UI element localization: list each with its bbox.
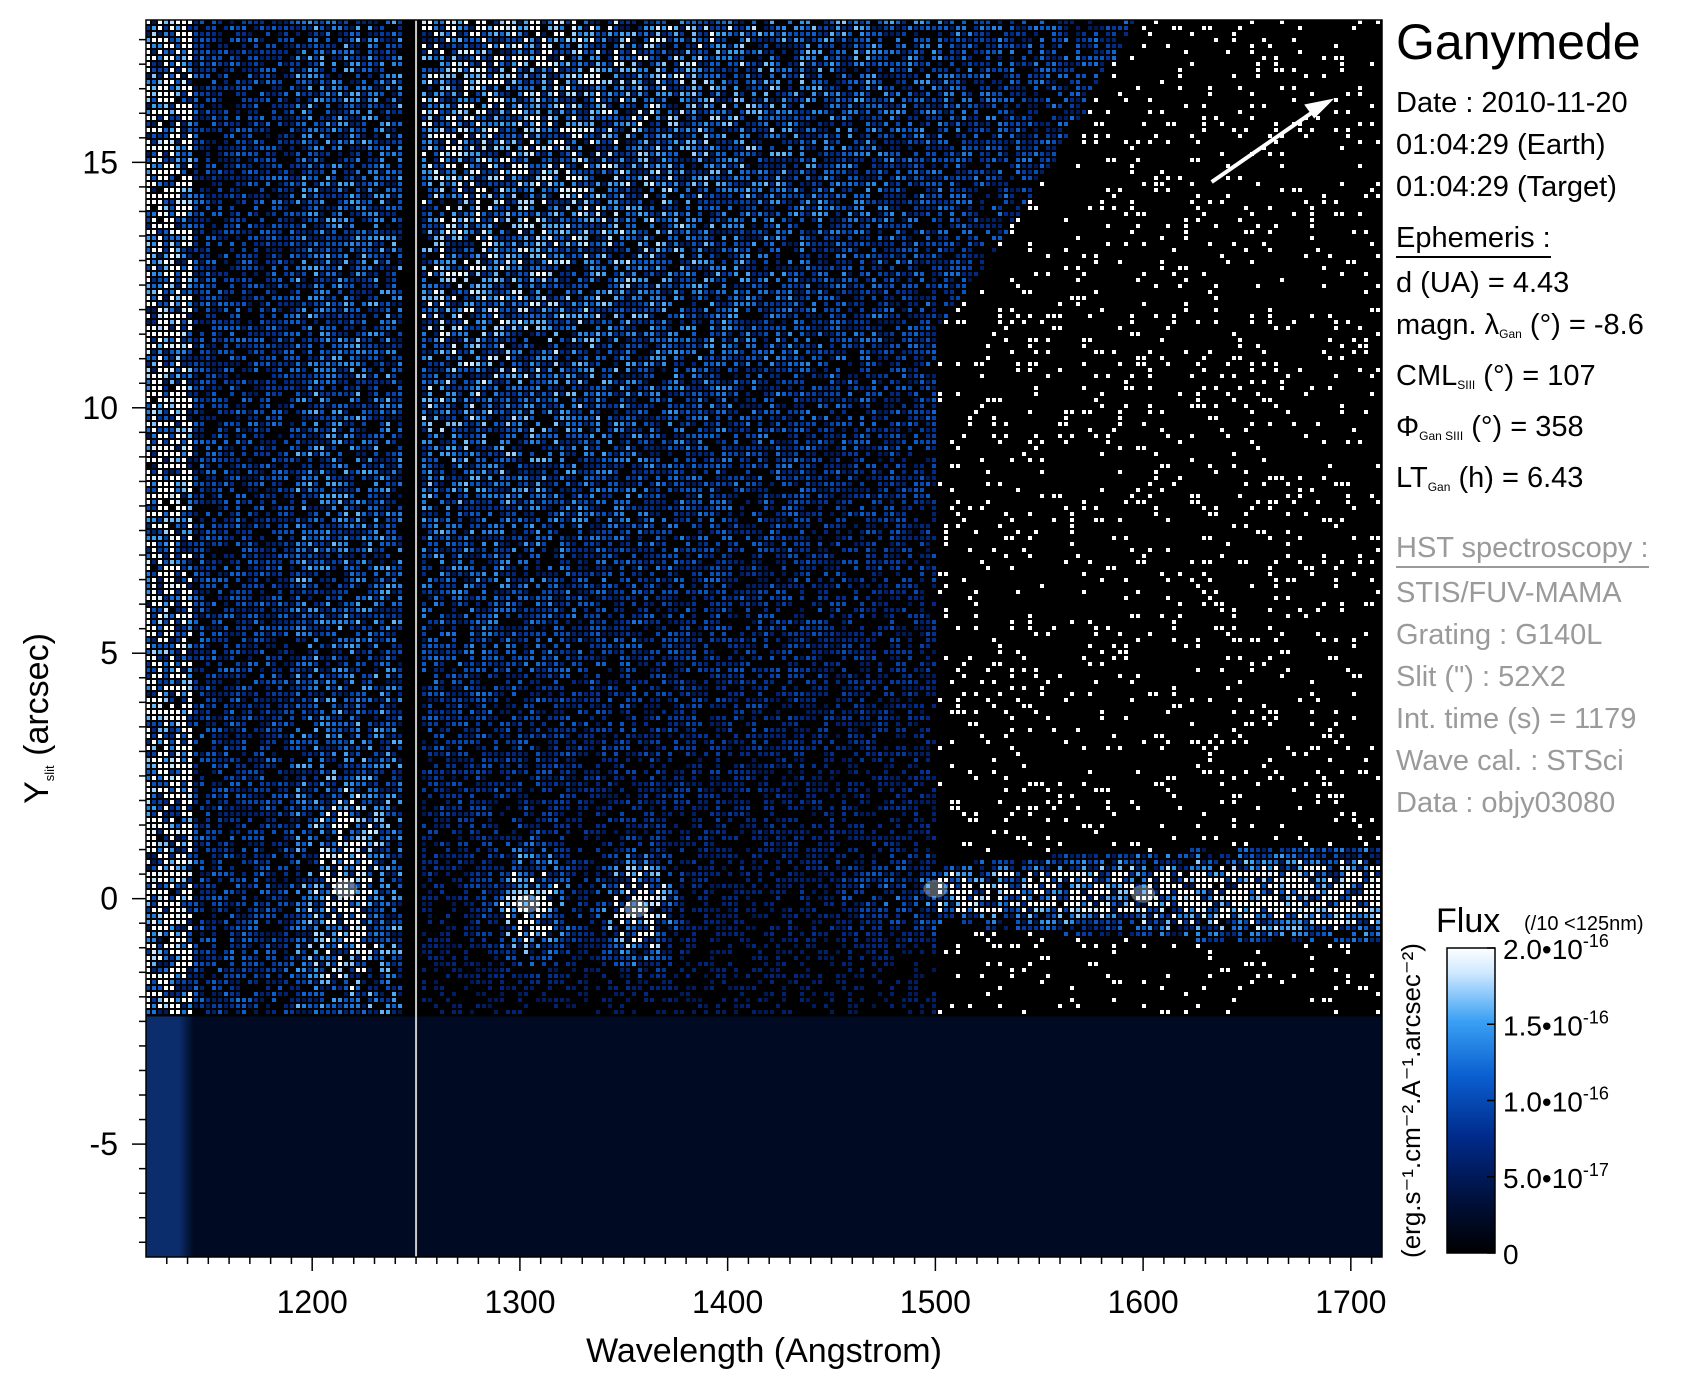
colorbar-tick-label: 1.0•10-16 <box>1503 1084 1609 1118</box>
date-text: Date : 2010-11-20 <box>1396 87 1628 119</box>
x-tick-label: 1500 <box>900 1284 971 1320</box>
x-tick-label: 1200 <box>277 1284 348 1320</box>
x-axis-label: Wavelength (Angstrom) <box>586 1332 942 1370</box>
eph-magn-lat: magn. λGan (°) = -8.6 <box>1396 309 1644 341</box>
colorbar-units-label: (erg.s⁻¹.cm⁻².A⁻¹.arcsec⁻²) <box>1396 943 1426 1258</box>
time-target-text: 01:04:29 (Target) <box>1396 171 1617 203</box>
plot-frame <box>145 19 1383 1258</box>
x-tick-label: 1400 <box>692 1284 763 1320</box>
left-edge-strip <box>146 1016 194 1257</box>
x-tick-label: 1600 <box>1108 1284 1179 1320</box>
colorbar-tick-label: 2.0•10-16 <box>1503 931 1609 965</box>
hst-int-time: Int. time (s) = 1179 <box>1396 703 1637 735</box>
x-tick-label: 1700 <box>1315 1284 1386 1320</box>
y-tick-label: -5 <box>90 1126 118 1162</box>
eph-lt: LTGan (h) = 6.43 <box>1396 462 1584 494</box>
colorbar-tick-label: 5.0•10-17 <box>1503 1160 1609 1194</box>
eph-cml: CMLSIII (°) = 107 <box>1396 360 1596 392</box>
colorbar-tick-label: 0 <box>1503 1239 1519 1270</box>
hst-header: HST spectroscopy : <box>1396 530 1649 568</box>
hst-grating: Grating : G140L <box>1396 619 1603 651</box>
y-tick-label: 5 <box>100 635 118 671</box>
hst-slit: Slit (") : 52X2 <box>1396 661 1566 693</box>
y-tick-label: 15 <box>82 144 118 180</box>
ephemeris-header: Ephemeris : <box>1396 220 1551 258</box>
y-tick-label: 0 <box>100 881 118 917</box>
hst-dataset: Data : objy03080 <box>1396 787 1616 819</box>
emission-feature-4 <box>1131 884 1156 903</box>
direction-arrow-shaft <box>1210 103 1324 184</box>
colorbar-tick-label: 1.5•10-16 <box>1503 1007 1609 1041</box>
figure-title: Ganymede <box>1396 14 1641 70</box>
hst-wave-cal: Wave cal. : STSci <box>1396 745 1624 777</box>
emission-feature-0 <box>333 879 358 898</box>
y-axis-label: Yslit (arcsec) <box>18 633 57 804</box>
eph-phi: ΦGan SIII (°) = 358 <box>1396 411 1584 443</box>
time-earth-text: 01:04:29 (Earth) <box>1396 129 1606 161</box>
info-panel: Ganymede Date : 2010-11-20 01:04:29 (Ear… <box>1396 12 1681 824</box>
emission-feature-3 <box>923 879 948 898</box>
colorbar-note: (/10 <125nm) <box>1524 913 1644 935</box>
direction-arrow-head <box>1304 98 1335 119</box>
emission-feature-2 <box>624 899 649 918</box>
eph-distance: d (UA) = 4.43 <box>1396 267 1570 299</box>
y-tick-label: 10 <box>82 390 118 426</box>
hst-instrument: STIS/FUV-MAMA <box>1396 577 1622 609</box>
emission-feature-1 <box>516 894 541 913</box>
x-tick-label: 1300 <box>484 1284 555 1320</box>
colorbar-title: Flux <box>1436 902 1500 940</box>
below-slit-region <box>146 1016 1382 1257</box>
